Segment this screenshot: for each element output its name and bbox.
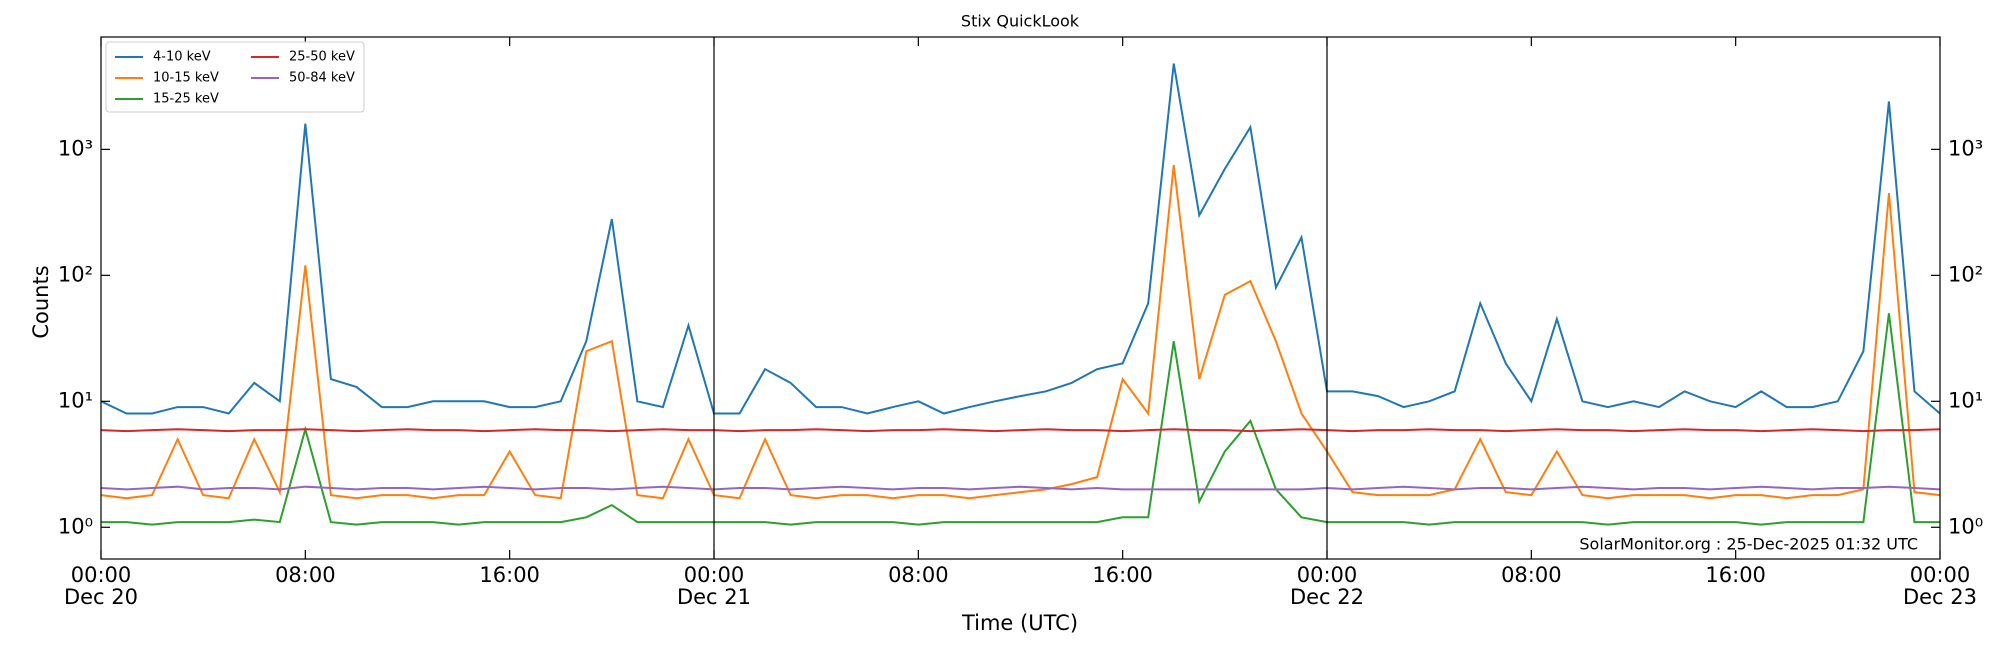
series-line [101, 313, 1940, 526]
plot-frame [100, 36, 1941, 560]
annotation: SolarMonitor.org : 25-Dec-2025 01:32 UTC [1579, 535, 1918, 554]
y-tick-label-right: 10² [1948, 262, 1983, 286]
series-line [101, 164, 1940, 500]
x-tick-date: Dec 23 [1903, 585, 1977, 609]
x-tick-label: 16:00 [1705, 563, 1766, 587]
x-tick-label: 00:00 [684, 563, 745, 587]
x-tick-date: Dec 21 [677, 585, 751, 609]
series-line [101, 63, 1940, 415]
x-tick-label: 00:00 [71, 563, 132, 587]
x-tick-label: 08:00 [1501, 563, 1562, 587]
x-tick-label: 00:00 [1297, 563, 1358, 587]
y-tick-label: 10⁰ [58, 514, 93, 538]
x-tick-label: 16:00 [1092, 563, 1153, 587]
series-line [101, 485, 1940, 491]
x-tick-label: 16:00 [479, 563, 540, 587]
y-tick-label: 10² [58, 262, 93, 286]
chart-title: Stix QuickLook [961, 12, 1080, 31]
y-tick-label: 10¹ [58, 388, 93, 412]
y-tick-label-right: 10⁰ [1948, 514, 1983, 538]
x-tick-label: 00:00 [1910, 563, 1971, 587]
legend-box [105, 41, 365, 113]
y-axis-label: Counts [29, 265, 53, 338]
y-tick-label: 10³ [58, 136, 93, 160]
y-tick-label-right: 10³ [1948, 136, 1983, 160]
x-tick-date: Dec 20 [64, 585, 138, 609]
legend-label: 50-84 keV [289, 71, 355, 86]
legend-label: 4-10 keV [153, 50, 211, 65]
x-tick-label: 08:00 [888, 563, 949, 587]
x-axis-label: Time (UTC) [961, 611, 1078, 635]
y-tick-label-right: 10¹ [1948, 388, 1983, 412]
x-tick-label: 08:00 [275, 563, 336, 587]
legend-label: 25-50 keV [289, 50, 355, 65]
legend-label: 15-25 keV [153, 92, 219, 107]
series-line [101, 428, 1940, 433]
legend-label: 10-15 keV [153, 71, 219, 86]
x-tick-date: Dec 22 [1290, 585, 1364, 609]
